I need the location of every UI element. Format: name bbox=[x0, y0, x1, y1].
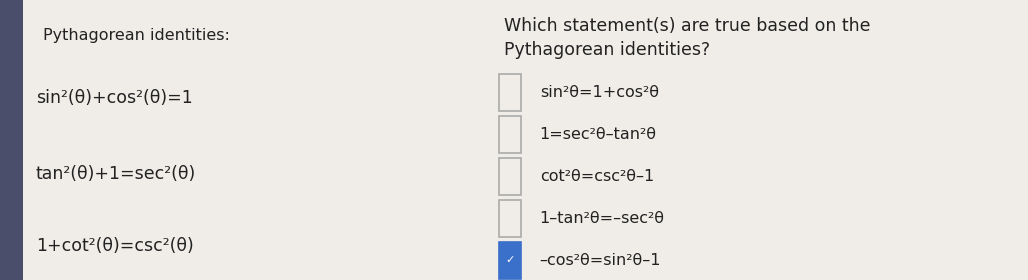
Text: sin²(θ)+cos²(θ)=1: sin²(θ)+cos²(θ)=1 bbox=[36, 89, 192, 107]
FancyBboxPatch shape bbox=[499, 242, 521, 279]
Text: sin²θ=1+cos²θ: sin²θ=1+cos²θ bbox=[540, 85, 659, 100]
Text: 1–tan²θ=–sec²θ: 1–tan²θ=–sec²θ bbox=[540, 211, 665, 226]
Text: Which statement(s) are true based on the
Pythagorean identities?: Which statement(s) are true based on the… bbox=[504, 17, 871, 59]
FancyBboxPatch shape bbox=[0, 0, 23, 280]
Text: cot²θ=csc²θ–1: cot²θ=csc²θ–1 bbox=[540, 169, 654, 184]
Text: Pythagorean identities:: Pythagorean identities: bbox=[43, 28, 230, 43]
Text: 1=sec²θ–tan²θ: 1=sec²θ–tan²θ bbox=[540, 127, 657, 142]
Text: ✓: ✓ bbox=[505, 255, 515, 265]
Text: 1+cot²(θ)=csc²(θ): 1+cot²(θ)=csc²(θ) bbox=[36, 237, 193, 255]
Text: –cos²θ=sin²θ–1: –cos²θ=sin²θ–1 bbox=[540, 253, 661, 268]
Text: tan²(θ)+1=sec²(θ): tan²(θ)+1=sec²(θ) bbox=[36, 165, 196, 183]
